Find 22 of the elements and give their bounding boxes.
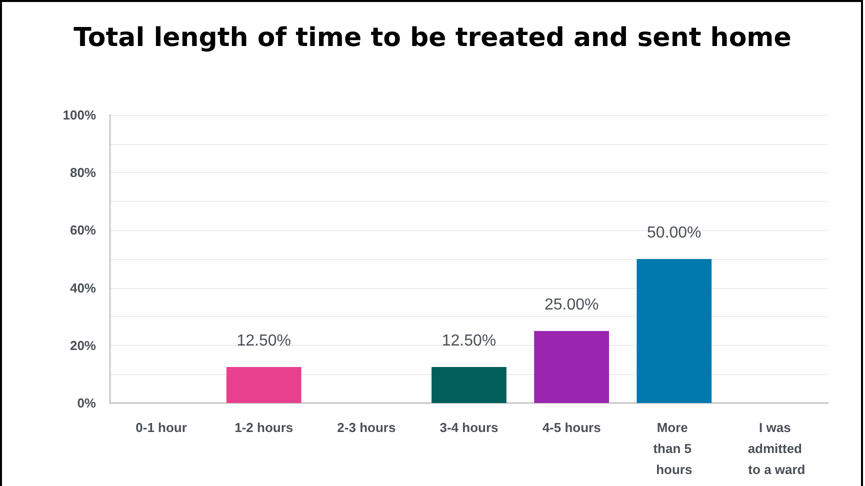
y-tick-label: 80%	[70, 165, 96, 180]
x-tick-label: More than 5 hours	[653, 420, 696, 477]
bar	[432, 367, 506, 403]
data-label: 25.00%	[544, 296, 599, 314]
y-tick-label: 20%	[70, 338, 96, 353]
x-tick-label: 4-5 hours	[542, 420, 601, 435]
chart-title: Total length of time to be treated and sent home	[74, 23, 792, 53]
x-tick-label: 3-4 hours	[440, 420, 498, 435]
bar	[534, 331, 610, 403]
x-tick-label: 2-3 hours	[337, 420, 396, 435]
y-tick-label: 60%	[70, 222, 96, 238]
y-tick-label: 40%	[70, 280, 96, 296]
y-tick-label: 100%	[62, 108, 96, 122]
x-tick-label: I was admitted to a ward	[748, 420, 806, 477]
data-label: 12.50%	[236, 332, 291, 350]
data-label: 12.50%	[442, 332, 496, 350]
bar	[226, 367, 302, 403]
x-tick-label: 0-1 hour	[136, 420, 187, 435]
data-label: 50.00%	[647, 224, 702, 242]
bar	[636, 259, 712, 403]
y-tick-label: 0%	[77, 396, 96, 410]
x-tick-label: 1-2 hours	[234, 420, 294, 435]
